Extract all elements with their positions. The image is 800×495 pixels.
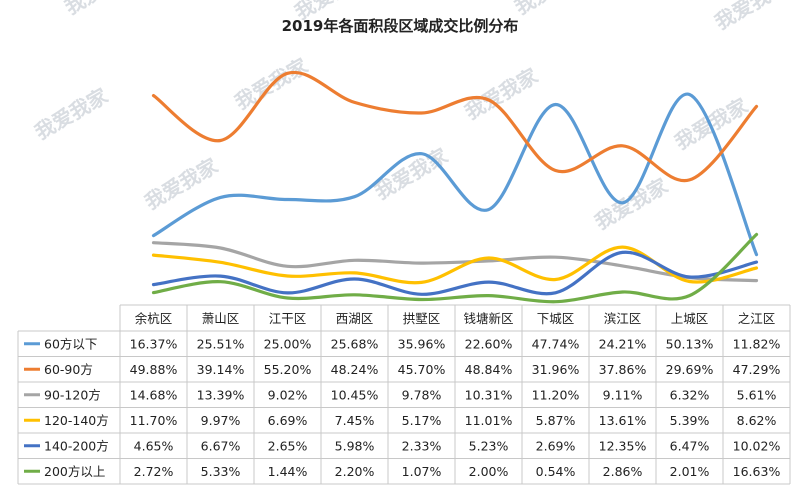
series-name: 60方以下 [44, 336, 97, 351]
data-label: 22.60% [465, 336, 513, 351]
series-line-0 [151, 92, 759, 257]
data-label: 14.68% [130, 387, 178, 402]
category-label: 上城区 [671, 311, 709, 326]
series-name: 120-140方 [44, 413, 109, 428]
data-label: 5.39% [670, 413, 710, 428]
series-line-1 [151, 70, 759, 183]
series-name: 140-200方 [44, 438, 109, 453]
watermark-text: 我爱我家 [141, 153, 223, 214]
data-label: 13.61% [599, 413, 647, 428]
data-table: 余杭区 萧山区 江干区 西湖区 拱墅区 钱塘新区 下城区 滨江区 上城区 之江区 60方以下 16.3… [17, 304, 791, 485]
watermark-text: 我爱我家 [511, 0, 593, 19]
data-label: 31.96% [532, 362, 580, 377]
data-label: 8.62% [737, 413, 777, 428]
data-label: 55.20% [264, 362, 312, 377]
data-label: 2.86% [603, 464, 643, 479]
data-label: 5.23% [469, 438, 509, 453]
category-label: 余杭区 [135, 311, 173, 326]
data-label: 2.72% [134, 464, 174, 479]
data-label: 25.51% [197, 336, 245, 351]
watermark-text: 我爱我家 [31, 83, 113, 144]
series-lines [151, 70, 759, 304]
data-label: 1.44% [268, 464, 308, 479]
series-line-2 [151, 241, 759, 283]
data-label: 6.47% [670, 438, 710, 453]
data-label: 6.69% [268, 413, 308, 428]
data-label: 16.37% [130, 336, 178, 351]
data-label: 4.65% [134, 438, 174, 453]
data-label: 49.88% [130, 362, 178, 377]
data-label: 9.02% [268, 387, 308, 402]
data-label: 13.39% [197, 387, 245, 402]
data-label: 2.20% [335, 464, 375, 479]
data-label: 45.70% [398, 362, 446, 377]
category-label: 西湖区 [336, 311, 374, 326]
data-label: 48.24% [331, 362, 379, 377]
data-label: 2.33% [402, 438, 442, 453]
series-name: 200方以上 [44, 464, 105, 479]
data-label: 9.11% [603, 387, 643, 402]
data-label: 2.65% [268, 438, 308, 453]
data-label: 2.69% [536, 438, 576, 453]
data-label: 0.54% [536, 464, 576, 479]
data-label: 48.84% [465, 362, 513, 377]
data-label: 5.17% [402, 413, 442, 428]
data-label: 11.01% [465, 413, 513, 428]
data-label: 2.00% [469, 464, 509, 479]
data-label: 10.45% [331, 387, 379, 402]
data-label: 10.02% [733, 438, 781, 453]
watermark-text: 我爱我家 [371, 143, 453, 204]
data-label: 11.70% [130, 413, 178, 428]
watermark-text: 我爱我家 [711, 0, 793, 34]
data-label: 6.67% [201, 438, 241, 453]
data-label: 10.31% [465, 387, 513, 402]
watermark-text: 我爱我家 [461, 63, 543, 124]
category-label: 下城区 [537, 311, 575, 326]
data-label: 9.97% [201, 413, 241, 428]
data-label: 47.29% [733, 362, 781, 377]
category-label: 之江区 [738, 311, 776, 326]
category-label: 江干区 [269, 311, 307, 326]
data-label: 39.14% [197, 362, 245, 377]
category-label: 钱塘新区 [463, 311, 513, 326]
data-label: 37.86% [599, 362, 647, 377]
category-label: 滨江区 [604, 311, 642, 326]
watermark-text: 我爱我家 [61, 0, 143, 19]
data-label: 5.87% [536, 413, 576, 428]
data-label: 1.07% [402, 464, 442, 479]
watermark-text: 我爱我家 [671, 93, 753, 154]
data-label: 29.69% [666, 362, 714, 377]
watermark-layer: 我爱我家我爱我家我爱我家我爱我家我爱我家我爱我家我爱我家我爱我家我爱我家我爱我家… [31, 0, 793, 234]
chart-title: 2019年各面积段区域成交比例分布 [282, 17, 519, 35]
data-label: 35.96% [398, 336, 446, 351]
data-label: 2.01% [670, 464, 710, 479]
data-label: 25.68% [331, 336, 379, 351]
category-label: 拱墅区 [403, 311, 441, 326]
data-label: 6.32% [670, 387, 710, 402]
data-label: 5.98% [335, 438, 375, 453]
data-label: 5.61% [737, 387, 777, 402]
data-label: 50.13% [666, 336, 714, 351]
data-label: 24.21% [599, 336, 647, 351]
data-label: 11.82% [733, 336, 781, 351]
data-label: 7.45% [335, 413, 375, 428]
data-label: 47.74% [532, 336, 580, 351]
series-name: 90-120方 [44, 387, 101, 402]
data-label: 12.35% [599, 438, 647, 453]
data-label: 5.33% [201, 464, 241, 479]
data-label: 25.00% [264, 336, 312, 351]
series-line-3 [151, 245, 759, 285]
series-line-5 [151, 232, 759, 304]
data-label: 11.20% [532, 387, 580, 402]
series-line-4 [151, 250, 759, 296]
series-name: 60-90方 [44, 362, 93, 377]
data-label: 9.78% [402, 387, 442, 402]
category-label: 萧山区 [202, 311, 240, 326]
data-label: 16.63% [733, 464, 781, 479]
